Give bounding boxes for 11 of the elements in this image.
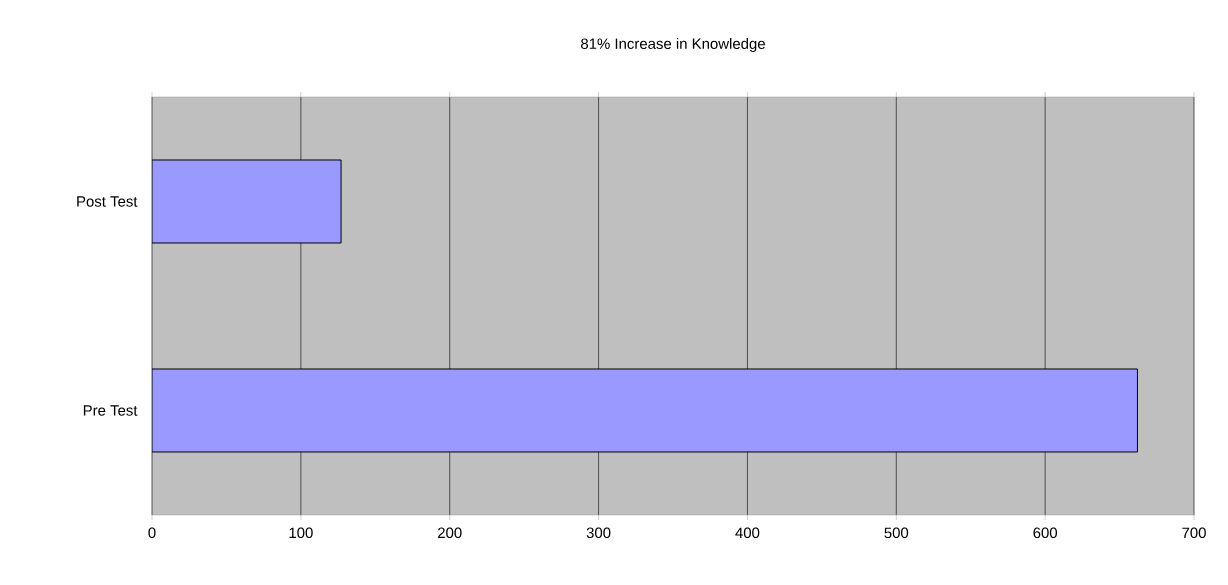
y-tick-label: Post Test bbox=[77, 196, 138, 207]
x-tick-label: 0 bbox=[148, 527, 156, 539]
y-tick-label: Pre Test bbox=[83, 405, 138, 416]
x-tick-label: 200 bbox=[438, 527, 462, 539]
x-tick-label: 300 bbox=[586, 527, 611, 539]
x-tick-label: 500 bbox=[884, 527, 909, 539]
x-tick-label: 100 bbox=[289, 527, 313, 539]
x-tick-label: 600 bbox=[1033, 527, 1058, 539]
x-tick-label: 700 bbox=[1182, 527, 1206, 539]
chart-title: 81% Increase in Knowledge bbox=[581, 38, 765, 52]
x-tick-label: 400 bbox=[735, 527, 760, 539]
